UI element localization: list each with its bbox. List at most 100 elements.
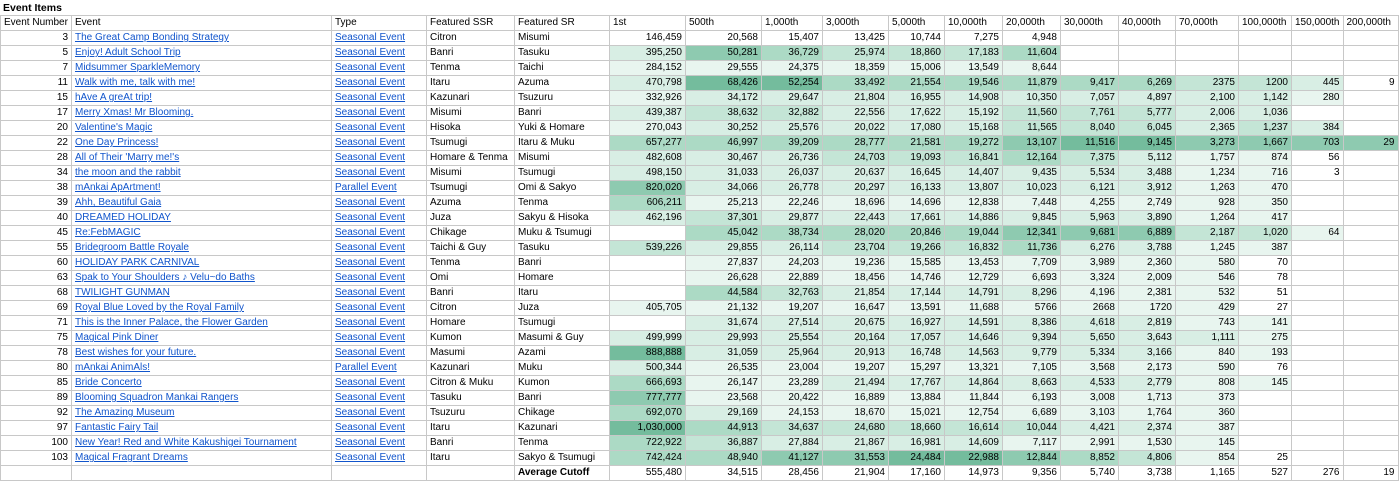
cutoff-cell[interactable] [1118, 60, 1176, 76]
cutoff-cell[interactable]: 15,192 [944, 105, 1003, 121]
featured-sr-cell[interactable]: Kumon [514, 375, 610, 391]
cutoff-cell[interactable]: 21,867 [822, 435, 889, 451]
cutoff-cell[interactable]: 546 [1175, 270, 1239, 286]
cutoff-cell[interactable]: 4,421 [1060, 420, 1119, 436]
column-header[interactable]: Featured SR [514, 15, 610, 31]
cutoff-cell[interactable]: 24,153 [761, 405, 823, 421]
cutoff-cell[interactable]: 16,647 [822, 300, 889, 316]
cutoff-cell[interactable]: 27,837 [685, 255, 762, 271]
event-number-cell[interactable]: 63 [0, 270, 72, 286]
cutoff-cell[interactable]: 68,426 [685, 75, 762, 91]
cutoff-cell[interactable]: 12,729 [944, 270, 1003, 286]
cutoff-cell[interactable] [1175, 45, 1239, 61]
cutoff-cell[interactable]: 3,643 [1118, 330, 1176, 346]
column-header[interactable]: 3,000th [822, 15, 889, 31]
cutoff-cell[interactable] [1291, 345, 1344, 361]
cutoff-cell[interactable]: 17,622 [888, 105, 945, 121]
event-type-link[interactable]: Seasonal Event [331, 390, 427, 406]
cutoff-cell[interactable] [609, 225, 686, 241]
cutoff-cell[interactable] [1342, 300, 1399, 316]
cutoff-cell[interactable]: 11,516 [1060, 135, 1119, 151]
cutoff-cell[interactable]: 145 [1175, 435, 1239, 451]
cutoff-cell[interactable]: 27,884 [761, 435, 823, 451]
cutoff-cell[interactable]: 284,152 [609, 60, 686, 76]
featured-sr-cell[interactable]: Tasuku [514, 45, 610, 61]
cutoff-cell[interactable]: 21,804 [822, 90, 889, 106]
cutoff-cell[interactable]: 6,193 [1002, 390, 1061, 406]
cutoff-cell[interactable] [1342, 180, 1399, 196]
cutoff-cell[interactable]: 24,375 [761, 60, 823, 76]
event-link[interactable]: Best wishes for your future. [71, 345, 332, 361]
average-cutoff-cell[interactable]: 555,480 [609, 465, 686, 481]
event-number-cell[interactable]: 78 [0, 345, 72, 361]
cutoff-cell[interactable]: 11,565 [1002, 120, 1061, 136]
column-header[interactable]: 40,000th [1118, 15, 1176, 31]
cutoff-cell[interactable] [1238, 405, 1292, 421]
event-link[interactable]: All of Their 'Marry me!'s [71, 150, 332, 166]
cutoff-cell[interactable]: 29,647 [761, 90, 823, 106]
cutoff-cell[interactable]: 743 [1175, 315, 1239, 331]
featured-sr-cell[interactable]: Sakyu & Hisoka [514, 210, 610, 226]
cutoff-cell[interactable]: 532 [1175, 285, 1239, 301]
cutoff-cell[interactable] [1291, 435, 1344, 451]
cutoff-cell[interactable]: 20,675 [822, 315, 889, 331]
featured-sr-cell[interactable]: Omi & Sakyo [514, 180, 610, 196]
cutoff-cell[interactable]: 20,846 [888, 225, 945, 241]
cutoff-cell[interactable]: 657,277 [609, 135, 686, 151]
cutoff-cell[interactable]: 1,245 [1175, 240, 1239, 256]
featured-sr-cell[interactable]: Homare [514, 270, 610, 286]
featured-sr-cell[interactable]: Chikage [514, 405, 610, 421]
event-type-link[interactable]: Seasonal Event [331, 120, 427, 136]
cutoff-cell[interactable] [1060, 45, 1119, 61]
cutoff-cell[interactable]: 6,889 [1118, 225, 1176, 241]
event-type-link[interactable]: Seasonal Event [331, 315, 427, 331]
cutoff-cell[interactable]: 666,693 [609, 375, 686, 391]
cutoff-cell[interactable]: 25,213 [685, 195, 762, 211]
featured-ssr-cell[interactable]: Misumi [426, 165, 515, 181]
cutoff-cell[interactable]: 270,043 [609, 120, 686, 136]
featured-ssr-cell[interactable]: Citron & Muku [426, 375, 515, 391]
cutoff-cell[interactable]: 26,736 [761, 150, 823, 166]
cutoff-cell[interactable]: 14,591 [944, 315, 1003, 331]
cutoff-cell[interactable]: 1200 [1238, 75, 1292, 91]
cutoff-cell[interactable]: 25,554 [761, 330, 823, 346]
featured-ssr-cell[interactable]: Azuma [426, 195, 515, 211]
cutoff-cell[interactable]: 6,121 [1060, 180, 1119, 196]
cutoff-cell[interactable]: 14,563 [944, 345, 1003, 361]
featured-ssr-cell[interactable]: Banri [426, 435, 515, 451]
featured-ssr-cell[interactable]: Juza [426, 210, 515, 226]
event-type-link[interactable]: Seasonal Event [331, 165, 427, 181]
cutoff-cell[interactable]: 2668 [1060, 300, 1119, 316]
cutoff-cell[interactable] [1291, 270, 1344, 286]
cutoff-cell[interactable]: 854 [1175, 450, 1239, 466]
cutoff-cell[interactable]: 7,375 [1060, 150, 1119, 166]
cutoff-cell[interactable]: 9,145 [1118, 135, 1176, 151]
cutoff-cell[interactable]: 14,864 [944, 375, 1003, 391]
cutoff-cell[interactable]: 539,226 [609, 240, 686, 256]
cutoff-cell[interactable]: 19,093 [888, 150, 945, 166]
event-type-link[interactable]: Seasonal Event [331, 60, 427, 76]
cutoff-cell[interactable]: 8,852 [1060, 450, 1119, 466]
cutoff-cell[interactable]: 22,443 [822, 210, 889, 226]
average-cutoff-cell[interactable]: 34,515 [685, 465, 762, 481]
featured-sr-cell[interactable]: Yuki & Homare [514, 120, 610, 136]
cutoff-cell[interactable]: 3,890 [1118, 210, 1176, 226]
cutoff-cell[interactable]: 1,530 [1118, 435, 1176, 451]
cutoff-cell[interactable]: 1,264 [1175, 210, 1239, 226]
cutoff-cell[interactable]: 5,112 [1118, 150, 1176, 166]
cutoff-cell[interactable]: 26,147 [685, 375, 762, 391]
featured-sr-cell[interactable]: Tsumugi [514, 165, 610, 181]
cutoff-cell[interactable] [1342, 435, 1399, 451]
cutoff-cell[interactable]: 51 [1238, 285, 1292, 301]
cutoff-cell[interactable]: 141 [1238, 315, 1292, 331]
cutoff-cell[interactable]: 28,777 [822, 135, 889, 151]
cutoff-cell[interactable]: 1,234 [1175, 165, 1239, 181]
cutoff-cell[interactable]: 16,748 [888, 345, 945, 361]
featured-sr-cell[interactable]: Taichi [514, 60, 610, 76]
event-type-link[interactable]: Seasonal Event [331, 375, 427, 391]
cutoff-cell[interactable]: 16,614 [944, 420, 1003, 436]
featured-ssr-cell[interactable]: Citron [426, 30, 515, 46]
cutoff-cell[interactable]: 1,036 [1238, 105, 1292, 121]
cutoff-cell[interactable]: 3,324 [1060, 270, 1119, 286]
featured-ssr-cell[interactable]: Homare [426, 315, 515, 331]
